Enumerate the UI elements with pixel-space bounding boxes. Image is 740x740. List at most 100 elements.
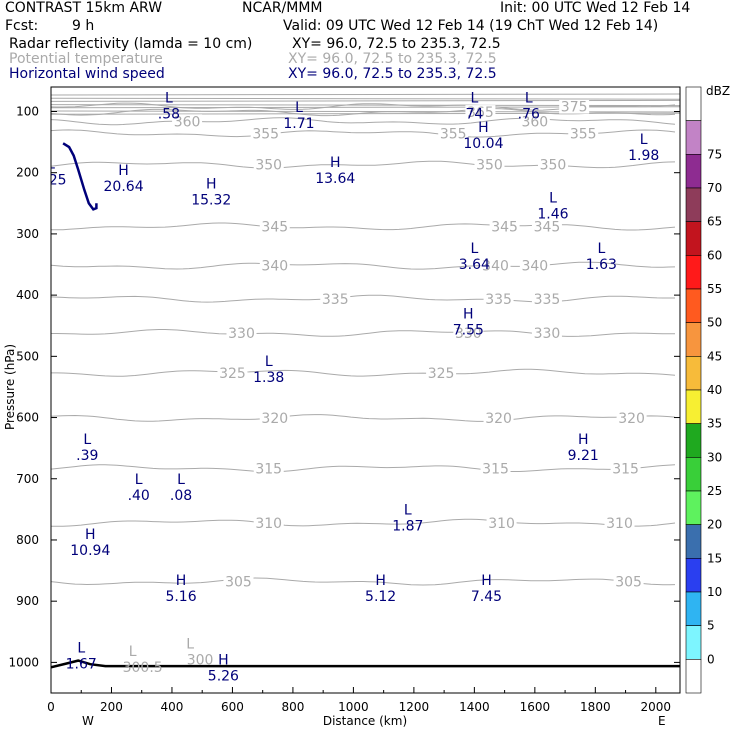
colorbar-label: 70 — [707, 181, 722, 195]
wind-extremum-value: 1.87 — [392, 519, 423, 535]
theta-label-bg — [531, 291, 562, 306]
y-tick-label: 100 — [16, 104, 39, 118]
wind-extremum-value: .76 — [518, 107, 540, 123]
y-tick-label: 400 — [16, 288, 39, 302]
theta-contour-320 — [51, 414, 676, 422]
x-tick-label: 1800 — [580, 700, 611, 714]
y-tick-label: 700 — [16, 472, 39, 486]
colorbar-unit: dBZ — [706, 84, 730, 98]
theta-label-335: 335 — [322, 292, 349, 308]
theta-label-bg — [217, 365, 248, 380]
init-time: Init: 00 UTC Wed 12 Feb 14 — [500, 0, 691, 16]
x-tick-label: 400 — [161, 700, 184, 714]
field-xy-theta: XY= 96.0, 72.5 to 235.3, 72.5 — [288, 51, 497, 67]
theta-label-bg — [438, 126, 469, 141]
field-name-wind: Horizontal wind speed — [9, 66, 165, 82]
theta-label-bg — [604, 515, 635, 530]
theta-label-305: 305 — [615, 575, 642, 591]
colorbar-label: 10 — [707, 585, 722, 599]
wind-extremum-type: L — [135, 472, 143, 488]
wind-extremum-type: L — [597, 241, 605, 257]
colorbar: 0 5 10 15 20 25 30 35 40 45 50 55 60 65 70 75 — [685, 86, 722, 694]
wind-contours — [62, 142, 98, 211]
colorbar-label: 0 — [707, 652, 715, 666]
colorbar-swatch — [685, 625, 702, 660]
theta-label-bg — [610, 461, 641, 476]
wind-extremum-type: L — [47, 157, 55, 173]
theta-contour-360 — [51, 117, 676, 126]
colorbar-label: 25 — [707, 484, 722, 498]
wind-extremum-value: 1.46 — [537, 206, 568, 222]
wind-extremum-type: L — [295, 100, 303, 116]
theta-label-bg — [531, 219, 562, 234]
wind-extremum-type: H — [176, 573, 187, 589]
theta-label-bg — [253, 461, 284, 476]
east-label: E — [658, 714, 666, 728]
colorbar-swatch — [685, 524, 702, 559]
theta-label-bg — [259, 258, 290, 273]
theta-contour-325 — [51, 368, 676, 377]
model-title: CONTRAST 15km ARW — [5, 0, 163, 16]
wind-extremum-type: L — [83, 432, 91, 448]
valid-time: Valid: 09 UTC Wed 12 Feb 14 (19 ChT Wed … — [283, 18, 659, 34]
west-label: W — [82, 714, 94, 728]
theta-label-345: 345 — [534, 220, 561, 236]
theta-label-340: 340 — [482, 259, 509, 275]
wind-extremum-value: 1.71 — [283, 116, 314, 132]
wind-extremum-type: H — [481, 573, 492, 589]
theta-label-bg — [483, 291, 514, 306]
theta-label-bg — [519, 258, 550, 273]
wind-extremum-type: H — [218, 653, 229, 669]
y-tick-label: 800 — [16, 533, 39, 547]
theta-contour-345 — [51, 222, 676, 231]
wind-extremum-type: L — [165, 91, 173, 107]
axes: 0 200 400 600 800 1000 1200 1400 1600 1800 2000 100… — [8, 104, 680, 714]
forecast-hour: 9 h — [72, 18, 95, 34]
wind-extremum-value: 1.63 — [586, 257, 617, 273]
colorbar-swatch — [685, 120, 702, 155]
theta-contour-350 — [51, 160, 676, 169]
colorbar-label: 15 — [707, 551, 722, 565]
theta-label-bg — [531, 326, 562, 341]
theta-contour-310 — [51, 518, 676, 527]
theta-label-bg — [453, 326, 484, 341]
wind-extremum-value: .08 — [170, 488, 192, 504]
colorbar-swatch — [685, 591, 702, 626]
colorbar-swatch — [685, 356, 702, 391]
wind-extremum-value: 5.25 — [35, 173, 66, 189]
theta-label-bg — [465, 105, 496, 120]
wind-extremum-value: 13.64 — [315, 171, 355, 187]
theta-label-335: 335 — [534, 292, 561, 308]
colorbar-swatch — [685, 457, 702, 492]
colorbar-label: 20 — [707, 518, 722, 532]
theta-label-345: 345 — [491, 220, 518, 236]
x-tick-label: 1600 — [520, 700, 551, 714]
colorbar-swatch — [685, 659, 702, 694]
theta-extremum-type: L — [186, 636, 194, 652]
terrain-line — [51, 659, 680, 669]
contour-labels: 305 305 310 310 310 315 315 315 320 320 320 325 325 3… — [35, 91, 659, 685]
theta-label-320: 320 — [261, 411, 288, 427]
wind-extremum-value: 10.94 — [70, 543, 110, 559]
theta-label-315: 315 — [255, 461, 282, 477]
terrain — [51, 659, 680, 669]
theta-label-bg — [226, 326, 257, 341]
wind-extremum-type: H — [206, 176, 217, 192]
wind-extremum-value: .58 — [158, 107, 180, 123]
wind-speed-contour — [62, 142, 98, 211]
x-tick-label: 1200 — [399, 700, 430, 714]
colorbar-swatch — [685, 221, 702, 256]
theta-label-bg — [519, 114, 550, 129]
wind-extremum-value: 9.21 — [568, 448, 599, 464]
wind-extremum-type: H — [118, 163, 129, 179]
organization-label: NCAR/MMM — [242, 0, 323, 16]
wind-extremum-value: 5.12 — [365, 589, 396, 605]
colorbar-label: 35 — [707, 417, 722, 431]
wind-extremum-value: 15.32 — [191, 192, 231, 208]
wind-extremum-type: L — [525, 91, 533, 107]
theta-label-360: 360 — [174, 114, 201, 130]
wind-extremum-type: L — [177, 472, 185, 488]
theta-label-320: 320 — [485, 411, 512, 427]
wind-extremum-type: H — [478, 120, 489, 136]
